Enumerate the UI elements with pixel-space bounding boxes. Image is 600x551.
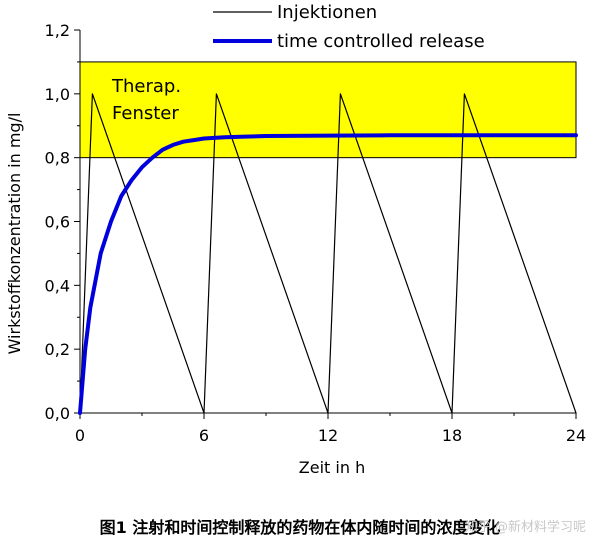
therapeutic-window-band [79, 61, 577, 159]
y-axis-label: Wirkstoffkonzentration in mg/l [5, 113, 24, 355]
band-label-line: Therap. [111, 76, 181, 97]
series-release-line [78, 133, 578, 415]
series-layer [78, 93, 578, 415]
x-axis-label: Zeit in h [299, 458, 365, 477]
y-tick-label: 1,2 [45, 21, 70, 40]
x-tick-label: 12 [318, 426, 338, 445]
x-tick-label: 24 [566, 426, 586, 445]
y-tick-label: 0,8 [45, 149, 70, 168]
x-tick-label: 0 [75, 426, 85, 445]
y-tick-label: 0,4 [45, 276, 70, 295]
band-rect [79, 61, 577, 159]
x-tick-label: 18 [442, 426, 462, 445]
band-label-line: Fenster [112, 103, 179, 124]
legend-label: time controlled release [277, 31, 485, 52]
legend: Injektionen time controlled release [213, 2, 485, 52]
y-tick-label: 0,0 [45, 404, 70, 423]
y-tick-label: 0,6 [45, 213, 70, 232]
legend-label: Injektionen [277, 2, 377, 23]
figure-caption: 图1 注射和时间控制释放的药物在体内随时间的浓度变化 [99, 518, 501, 537]
series-injektionen-line [79, 93, 577, 414]
x-tick-label: 6 [199, 426, 209, 445]
watermark: 知乎 @新材料学习呢 [464, 520, 586, 535]
axis-ticks: 0,0 0,2 0,4 0,6 0,8 1,0 1,2 0 6 12 18 24 [45, 21, 587, 445]
y-tick-label: 0,2 [45, 340, 70, 359]
band-annotation: Therap. Fenster [111, 76, 181, 124]
y-tick-label: 1,0 [45, 85, 70, 104]
